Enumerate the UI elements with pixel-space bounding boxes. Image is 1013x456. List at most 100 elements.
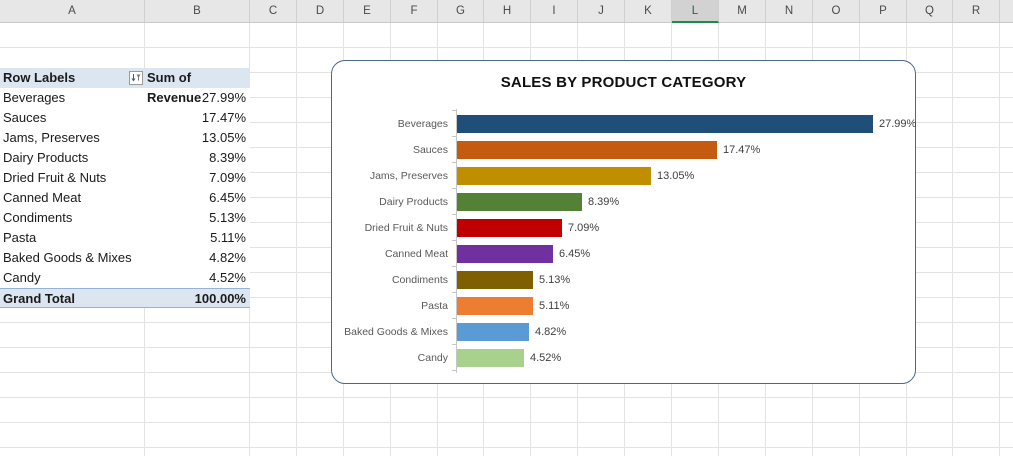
pivot-row-value: 27.99% xyxy=(201,90,246,105)
grand-total-value: 100.00% xyxy=(194,291,246,306)
axis-tick xyxy=(452,214,456,215)
category-label: Beverages xyxy=(397,118,448,130)
data-label: 4.52% xyxy=(530,352,562,364)
category-label: Canned Meat xyxy=(384,248,448,260)
column-header-K[interactable]: K xyxy=(625,0,672,22)
chart-bar-row: Canned Meat 6.45% xyxy=(332,241,903,267)
pivot-row[interactable]: Dried Fruit & Nuts 7.09% xyxy=(0,168,250,188)
category-label: Sauces xyxy=(412,144,448,156)
pivot-row-label: Pasta xyxy=(3,230,37,245)
column-header-C[interactable]: C xyxy=(250,0,297,22)
pivot-row[interactable]: Candy 4.52% xyxy=(0,268,250,288)
pivot-row-label: Dairy Products xyxy=(3,150,89,165)
data-label: 4.82% xyxy=(535,326,567,338)
pivot-table: Row Labels Sum of Revenue Beverages 27.99… xyxy=(0,68,250,308)
pivot-row-label: Condiments xyxy=(3,210,73,225)
pivot-row[interactable]: Baked Goods & Mixes 4.82% xyxy=(0,248,250,268)
bar-candy[interactable] xyxy=(457,349,524,367)
pivot-row-label: Beverages xyxy=(3,90,66,105)
filter-sort-icon xyxy=(131,74,141,82)
category-label: Candy xyxy=(417,352,448,364)
bar-jams-preserves[interactable] xyxy=(457,167,651,185)
pivot-row-label: Sauces xyxy=(3,110,47,125)
column-header-P[interactable]: P xyxy=(860,0,907,22)
data-label: 5.11% xyxy=(539,300,570,312)
row-labels-text: Row Labels xyxy=(3,70,76,85)
pivot-row[interactable]: Sauces 17.47% xyxy=(0,108,250,128)
pivot-grand-total-row[interactable]: Grand Total 100.00% xyxy=(0,288,250,308)
column-header-M[interactable]: M xyxy=(719,0,766,22)
pivot-row-value: 17.47% xyxy=(201,110,246,125)
axis-tick xyxy=(452,136,456,137)
axis-tick xyxy=(452,370,456,371)
data-label: 6.45% xyxy=(559,248,591,260)
filter-sort-button[interactable] xyxy=(129,71,143,85)
pivot-header-values-cell[interactable]: Sum of Revenue xyxy=(145,68,250,105)
column-header-Q[interactable]: Q xyxy=(907,0,953,22)
pivot-row[interactable]: Pasta 5.11% xyxy=(0,228,250,248)
column-header-A[interactable]: A xyxy=(0,0,145,22)
grand-total-label: Grand Total xyxy=(3,291,75,306)
bar-dairy-products[interactable] xyxy=(457,193,582,211)
chart-bar-row: Dried Fruit & Nuts 7.09% xyxy=(332,215,903,241)
bar-sauces[interactable] xyxy=(457,141,717,159)
column-header-D[interactable]: D xyxy=(297,0,344,22)
category-label: Dried Fruit & Nuts xyxy=(364,222,448,234)
chart-bar-row: Beverages 27.99% xyxy=(332,111,916,137)
column-header-R[interactable]: R xyxy=(953,0,1000,22)
column-header-I[interactable]: I xyxy=(531,0,578,22)
pivot-row[interactable]: Condiments 5.13% xyxy=(0,208,250,228)
axis-tick xyxy=(452,162,456,163)
pivot-row[interactable]: Beverages 27.99% xyxy=(0,88,250,108)
data-label: 8.39% xyxy=(588,196,620,208)
sales-by-category-chart[interactable]: SALES BY PRODUCT CATEGORY Beverages 27.99… xyxy=(331,60,916,384)
axis-tick xyxy=(452,318,456,319)
data-label: 5.13% xyxy=(539,274,571,286)
axis-tick xyxy=(452,188,456,189)
pivot-row[interactable]: Dairy Products 8.39% xyxy=(0,148,250,168)
axis-tick xyxy=(452,240,456,241)
column-header-O[interactable]: O xyxy=(813,0,860,22)
pivot-row-label: Jams, Preserves xyxy=(3,130,100,145)
chart-bar-row: Jams, Preserves 13.05% xyxy=(332,163,903,189)
pivot-row-value: 7.09% xyxy=(209,170,246,185)
data-label: 27.99% xyxy=(879,118,917,130)
category-label: Jams, Preserves xyxy=(369,170,448,182)
column-header-G[interactable]: G xyxy=(438,0,484,22)
bar-pasta[interactable] xyxy=(457,297,533,315)
pivot-row[interactable]: Canned Meat 6.45% xyxy=(0,188,250,208)
chart-bar-row: Pasta 5.11% xyxy=(332,293,903,319)
column-header-H[interactable]: H xyxy=(484,0,531,22)
bar-dried-fruit-nuts[interactable] xyxy=(457,219,562,237)
data-label: 7.09% xyxy=(568,222,600,234)
column-header-E[interactable]: E xyxy=(344,0,391,22)
axis-tick xyxy=(452,266,456,267)
column-header-B[interactable]: B xyxy=(145,0,250,22)
axis-tick xyxy=(452,110,456,111)
column-header-L[interactable]: L xyxy=(672,0,719,23)
pivot-row-label: Canned Meat xyxy=(3,190,82,205)
chart-bar-row: Dairy Products 8.39% xyxy=(332,189,903,215)
column-header-J[interactable]: J xyxy=(578,0,625,22)
pivot-row-label: Candy xyxy=(3,270,41,285)
pivot-header-row-labels-cell[interactable]: Row Labels xyxy=(0,68,145,88)
pivot-row-value: 8.39% xyxy=(209,150,246,165)
gridline xyxy=(952,23,953,456)
chart-plot-area: Beverages 27.99% Sauces 17.47% Jams, Preserv… xyxy=(332,109,916,373)
bar-beverages[interactable] xyxy=(457,115,873,133)
pivot-header-row: Row Labels Sum of Revenue xyxy=(0,68,250,105)
bar-canned-meat[interactable] xyxy=(457,245,553,263)
bar-baked-goods-mixes[interactable] xyxy=(457,323,529,341)
gridline xyxy=(296,23,297,456)
pivot-row-label: Dried Fruit & Nuts xyxy=(3,170,107,185)
pivot-row[interactable]: Jams, Preserves 13.05% xyxy=(0,128,250,148)
column-header-F[interactable]: F xyxy=(391,0,438,22)
bar-condiments[interactable] xyxy=(457,271,533,289)
chart-bar-row: Sauces 17.47% xyxy=(332,137,903,163)
data-label: 17.47% xyxy=(723,144,761,156)
chart-bar-row: Baked Goods & Mixes 4.82% xyxy=(332,319,903,345)
pivot-row-value: 4.52% xyxy=(209,270,246,285)
column-header-N[interactable]: N xyxy=(766,0,813,22)
category-label: Pasta xyxy=(421,300,448,312)
